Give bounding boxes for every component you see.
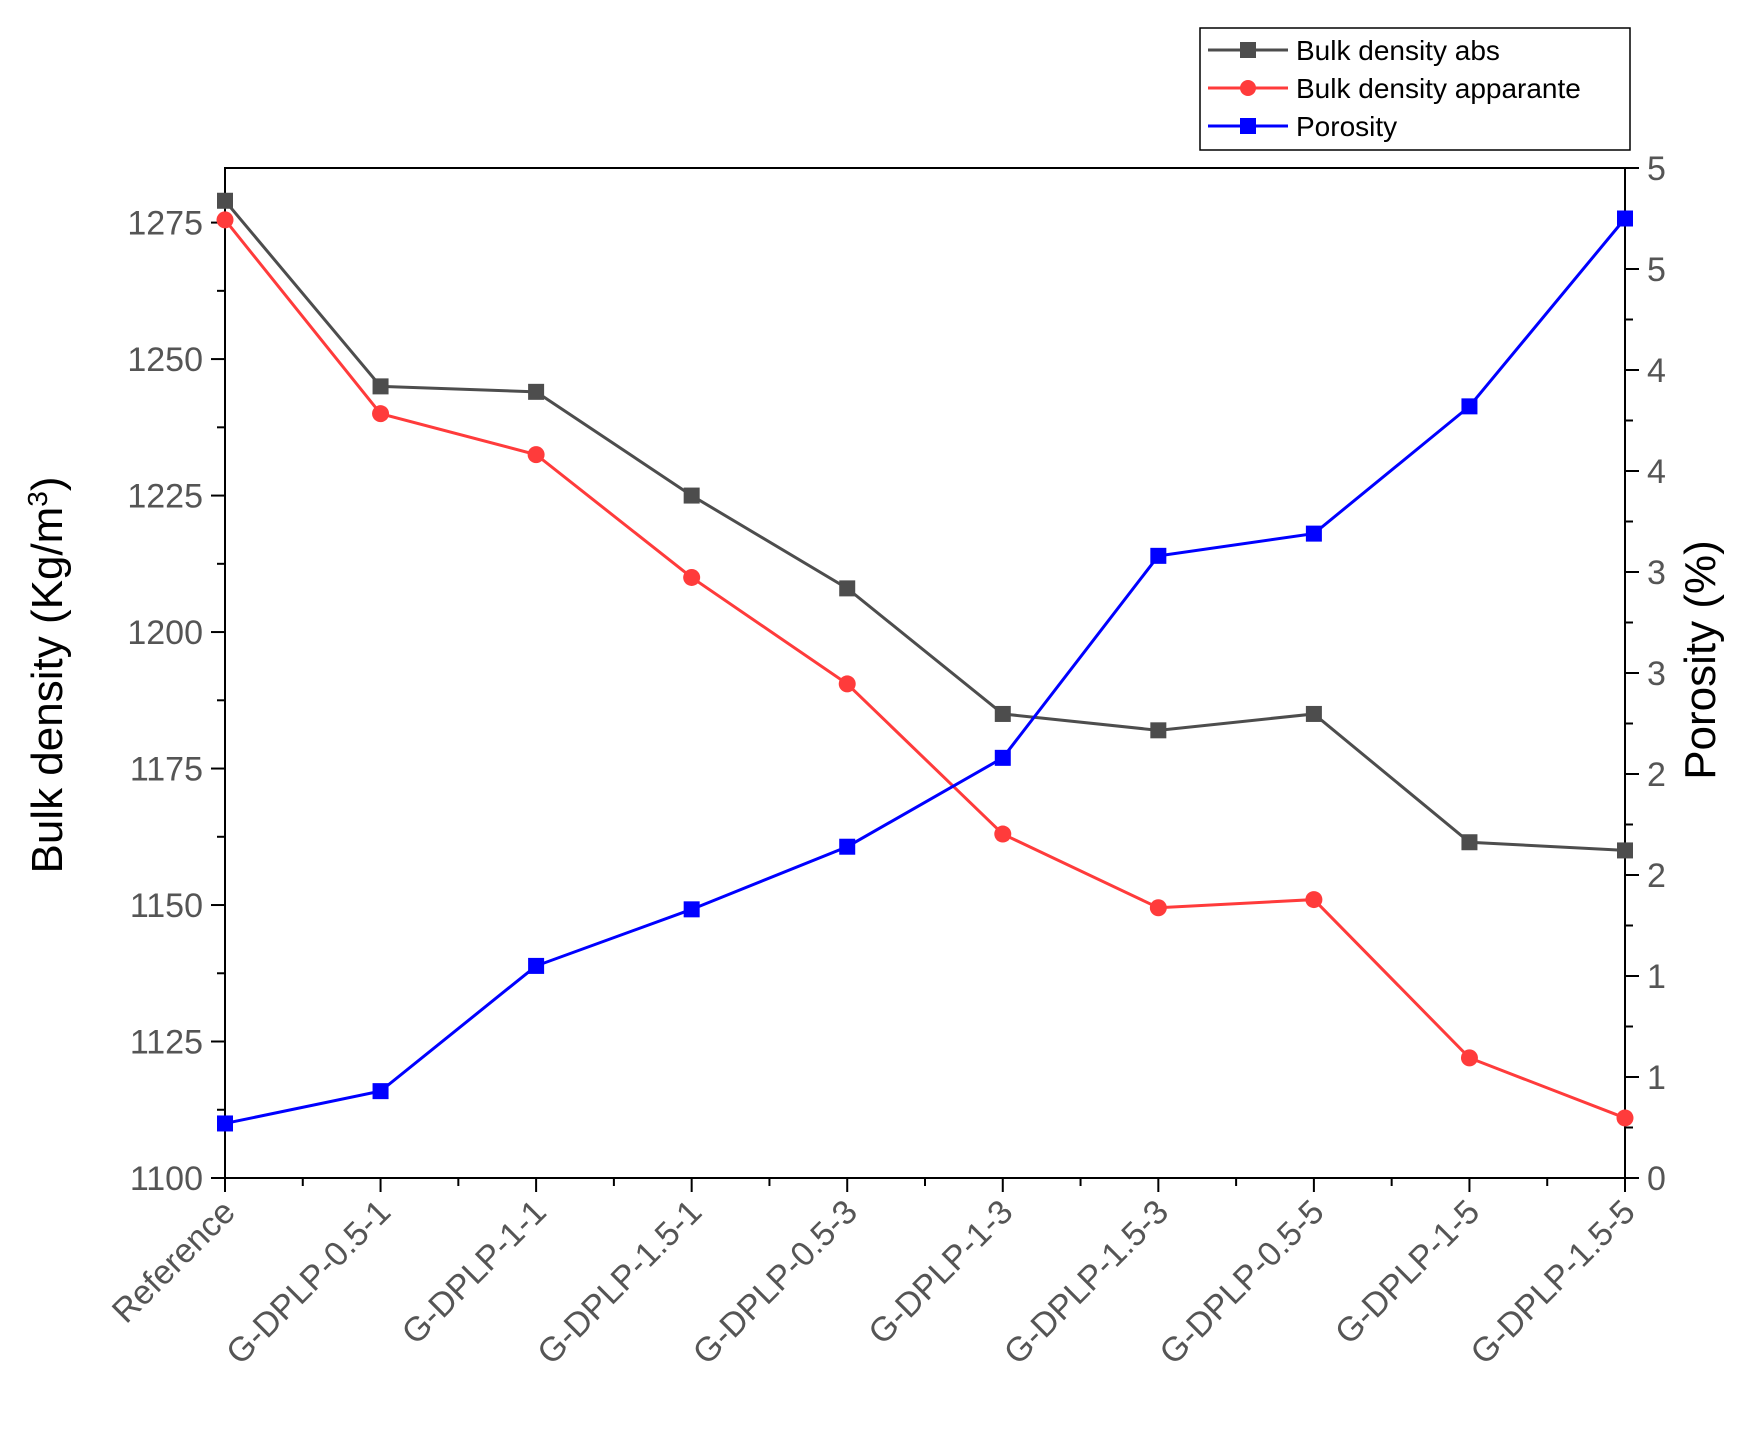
x-tick-label: G-DPLP-1.5-1 [530, 1193, 709, 1372]
data-point [372, 378, 389, 395]
right-tick-label: 5 [1647, 150, 1666, 188]
right-tick-label: 3 [1647, 554, 1666, 592]
right-tick-label: 1 [1647, 958, 1666, 996]
x-tick-label: G-DPLP-1-3 [861, 1193, 1020, 1352]
data-point [683, 568, 701, 586]
data-point [1617, 842, 1633, 859]
right-axis-title: Porosity (%) [1676, 540, 1725, 780]
series-2 [216, 211, 1634, 1127]
data-point [528, 383, 545, 400]
right-tick-label: 2 [1647, 756, 1666, 794]
right-y-axis: 0 1 1 2 2 3 3 4 4 5 5 [1625, 150, 1666, 1198]
legend-label: Porosity [1296, 111, 1397, 142]
legend-marker [1240, 42, 1256, 58]
data-point [1150, 547, 1167, 564]
data-point [683, 487, 700, 504]
left-axis-title: Bulk density (Kg/m3) [22, 476, 73, 873]
right-tick-label: 2 [1647, 857, 1666, 895]
plot-frame [224, 167, 1626, 1179]
data-point [372, 405, 390, 423]
x-axis: ReferenceG-DPLP-0.5-1G-DPLP-1-1G-DPLP-1.… [105, 1178, 1643, 1372]
right-tick-label: 1 [1647, 1059, 1666, 1097]
data-point [528, 957, 545, 974]
right-tick-label: 0 [1647, 1160, 1666, 1198]
data-point [1616, 1109, 1634, 1127]
plot-border [224, 167, 1626, 1179]
data-point [1149, 899, 1167, 917]
data-point [1461, 834, 1478, 851]
right-tick-label: 5 [1647, 251, 1666, 289]
legend-label: Bulk density abs [1296, 35, 1500, 66]
data-point [1461, 398, 1478, 415]
data-point [683, 901, 700, 918]
left-tick-label: 1200 [127, 614, 203, 652]
data-point [372, 1083, 389, 1100]
x-tick-label: G-DPLP-1.5-5 [1463, 1193, 1642, 1372]
data-point [994, 749, 1011, 766]
series-line [224, 217, 1627, 1125]
right-tick-label: 4 [1647, 352, 1666, 390]
legend-label: Bulk density apparante [1296, 73, 1581, 104]
left-tick-label: 1225 [127, 478, 203, 516]
left-tick-label: 1100 [130, 1160, 203, 1198]
data-point [217, 192, 233, 209]
series-line [223, 218, 1626, 1120]
series-3 [217, 210, 1633, 1132]
left-tick-label: 1125 [130, 1024, 203, 1062]
data-point [1305, 705, 1322, 722]
right-tick-label: 4 [1647, 453, 1666, 491]
x-tick-label: G-DPLP-0.5-3 [686, 1193, 865, 1372]
left-y-axis: 1100 1125 1150 1175 1200 1225 1250 1275 [127, 205, 225, 1198]
series-1 [217, 192, 1633, 859]
data-point [1460, 1049, 1478, 1067]
legend-marker [1240, 80, 1256, 96]
series-line [223, 199, 1626, 852]
data-point [217, 1115, 233, 1132]
data-point [216, 211, 234, 229]
data-point [1305, 891, 1323, 909]
right-tick-label: 3 [1647, 655, 1666, 693]
x-tick-label: G-DPLP-0.5-1 [219, 1193, 398, 1372]
data-point [838, 675, 856, 693]
data-point [527, 446, 545, 464]
x-tick-label: G-DPLP-0.5-5 [1152, 1193, 1331, 1372]
x-tick-label: Reference [105, 1193, 243, 1331]
data-point [1150, 722, 1167, 739]
x-tick-label: G-DPLP-1.5-3 [997, 1193, 1176, 1372]
legend: Bulk density abs Bulk density apparante Po… [1199, 27, 1631, 151]
x-tick-label: G-DPLP-1-5 [1328, 1193, 1487, 1352]
data-point [839, 838, 856, 855]
x-tick-label: G-DPLP-1-1 [395, 1193, 554, 1352]
data-point [1305, 525, 1322, 542]
series-layer [216, 192, 1634, 1132]
left-tick-label: 1250 [127, 341, 203, 379]
left-tick-label: 1275 [127, 205, 203, 243]
data-point [994, 825, 1012, 843]
legend-marker [1240, 118, 1256, 134]
left-tick-label: 1150 [130, 887, 203, 925]
data-point [1617, 210, 1633, 227]
left-tick-label: 1175 [130, 751, 203, 789]
data-point [839, 580, 856, 597]
data-point [994, 705, 1011, 722]
